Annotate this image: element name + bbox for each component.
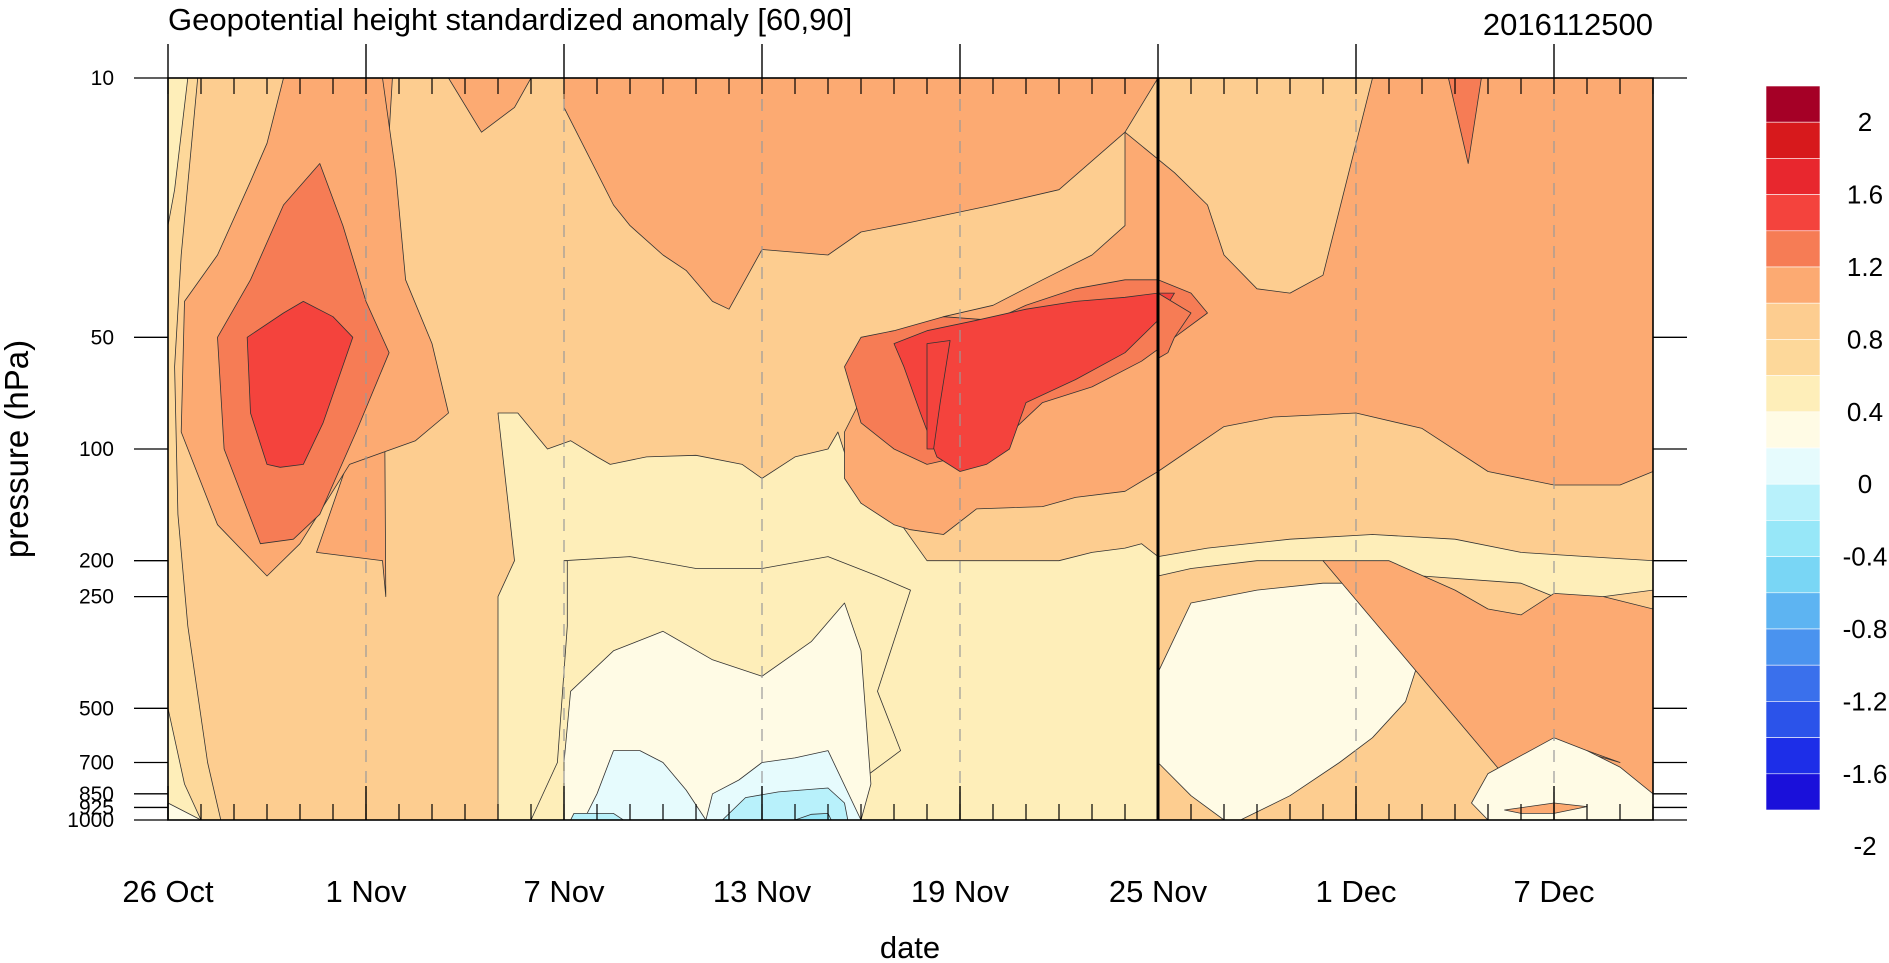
colorbar-label: -1.6 — [1843, 759, 1888, 789]
contour-region — [168, 78, 222, 820]
colorbar-swatch — [1765, 447, 1821, 485]
colorbar-swatch — [1765, 121, 1821, 159]
colorbar: 2 1.6 1.2 0.8 0.4 0 -0.4 -0.8 -1.2 -1.6 -2 — [1765, 85, 1888, 861]
colorbar-swatch — [1765, 230, 1821, 268]
colorbar-swatch — [1765, 411, 1821, 449]
x-axis-label: date — [880, 930, 940, 963]
contour-region — [722, 787, 849, 820]
y-tick-label: 700 — [79, 752, 114, 775]
x-axis: 26 Oct 1 Nov 7 Nov 13 Nov 19 Nov 25 Nov 1 Dec 7… — [122, 44, 1654, 909]
colorbar-swatch — [1765, 375, 1821, 413]
x-tick-label: 7 Dec — [1514, 874, 1595, 909]
colorbar-label: -0.8 — [1843, 614, 1888, 644]
y-tick-label: 925 — [79, 796, 114, 819]
y-tick-label: 850 — [79, 783, 114, 806]
y-tick-label: 250 — [79, 586, 114, 609]
date-gridlines — [365, 78, 1555, 820]
colorbar-swatch — [1765, 664, 1821, 702]
contour-region — [168, 78, 189, 227]
contour-region — [168, 802, 202, 820]
y-tick-label: 1000 — [67, 809, 114, 832]
colorbar-swatch — [1765, 266, 1821, 304]
x-tick-label: 25 Nov — [1109, 874, 1208, 909]
colorbar-swatch — [1765, 592, 1821, 630]
colorbar-label: 0.4 — [1847, 397, 1883, 427]
x-tick-label: 7 Nov — [524, 874, 605, 909]
contour-region — [168, 707, 202, 820]
colorbar-label: 2 — [1858, 107, 1872, 137]
colorbar-swatch — [1765, 520, 1821, 557]
contour-region — [1504, 802, 1588, 814]
colorbar-label: 0.8 — [1847, 324, 1883, 354]
contour-region — [246, 300, 354, 468]
contour-region — [1448, 78, 1482, 164]
colorbar-swatch — [1765, 556, 1821, 594]
x-tick-label: 1 Nov — [326, 874, 407, 909]
x-tick-label: 13 Nov — [713, 874, 812, 909]
colorbar-swatch — [1765, 737, 1821, 775]
colorbar-swatch — [1765, 628, 1821, 666]
date-stamp: 2016112500 — [1483, 7, 1653, 42]
y-tick-label: 10 — [91, 67, 114, 90]
colorbar-swatch — [1765, 194, 1821, 232]
colorbar-swatch — [1765, 701, 1821, 738]
colorbar-swatch — [1765, 773, 1821, 811]
colorbar-label: -0.4 — [1843, 542, 1888, 572]
contour-region — [926, 340, 951, 450]
colorbar-label: 0 — [1858, 469, 1872, 499]
y-axis-label: pressure (hPa) — [0, 340, 35, 558]
x-tick-label: 19 Nov — [911, 874, 1010, 909]
chart-title: Geopotential height standardized anomaly… — [168, 2, 852, 37]
filled-contours — [168, 78, 1653, 820]
colorbar-swatch — [1765, 158, 1821, 195]
colorbar-label: -1.2 — [1843, 686, 1888, 716]
contour-region — [1471, 737, 1653, 820]
y-tick-label: 200 — [79, 550, 114, 573]
colorbar-swatch — [1765, 302, 1821, 340]
colorbar-swatch — [1765, 483, 1821, 521]
colorbar-swatch — [1765, 85, 1821, 123]
y-tick-label: 100 — [79, 438, 114, 461]
colorbar-label: -2 — [1853, 831, 1876, 861]
x-tick-label: 26 Oct — [122, 874, 214, 909]
x-tick-label: 1 Dec — [1316, 874, 1397, 909]
y-tick-label: 50 — [91, 326, 114, 349]
colorbar-label: 1.6 — [1847, 180, 1883, 210]
y-tick-label: 500 — [79, 697, 114, 720]
colorbar-swatch — [1765, 339, 1821, 376]
contour-region — [893, 292, 1175, 472]
colorbar-label: 1.2 — [1847, 252, 1883, 282]
